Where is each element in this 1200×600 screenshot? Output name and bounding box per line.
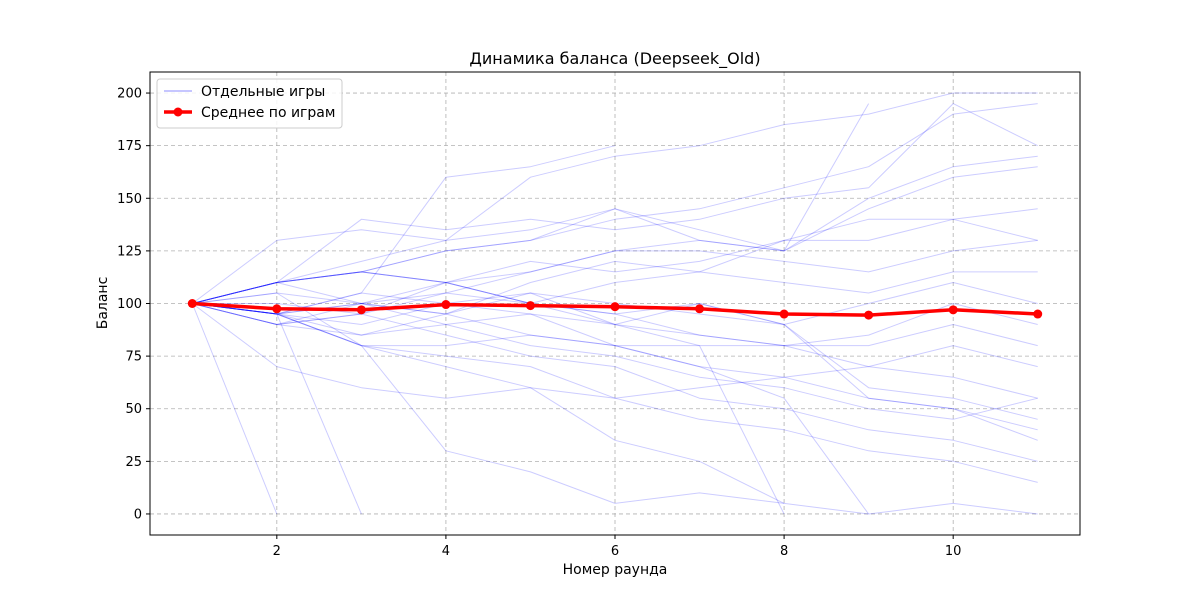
individual-game-line: [192, 292, 1038, 347]
mean-point: [948, 305, 958, 315]
y-tick-label: 75: [125, 350, 142, 365]
individual-game-line: [192, 303, 1038, 420]
individual-game-line: [191, 303, 278, 515]
individual-game-line: [192, 145, 616, 315]
legend-individual-label: Отдельные игры: [201, 84, 325, 100]
x-axis-label: Номер раунда: [563, 562, 668, 578]
mean-point: [356, 305, 366, 315]
individual-game-line: [192, 103, 1038, 304]
y-tick-label: 50: [125, 402, 142, 417]
legend: Отдельные игры Среднее по играм: [156, 78, 343, 129]
legend-mean-marker: [173, 107, 183, 117]
mean-point: [610, 302, 620, 312]
y-tick-label: 100: [117, 297, 142, 312]
y-tick-label: 150: [117, 192, 142, 207]
individual-game-line: [192, 103, 1038, 304]
individual-game-line: [192, 303, 1038, 462]
x-axis-ticks: 2 4 6 8 10: [273, 535, 962, 559]
individual-game-line: [192, 271, 1038, 399]
mean-point: [779, 309, 789, 319]
x-tick-label: 2: [273, 544, 281, 559]
individual-game-line: [192, 303, 1038, 483]
individual-game-line: [192, 292, 785, 504]
mean-point: [1033, 309, 1043, 319]
series-layer: [187, 92, 1043, 515]
individual-game-line: [192, 103, 870, 304]
mean-point: [272, 304, 282, 314]
individual-game-line: [192, 260, 1038, 315]
y-tick-label: 200: [117, 87, 142, 102]
individual-game-line: [192, 208, 1038, 325]
individual-game-line: [192, 292, 870, 515]
y-axis-label: Баланс: [95, 277, 111, 330]
x-tick-label: 10: [945, 544, 962, 559]
individual-game-line: [192, 218, 1038, 304]
y-tick-label: 125: [117, 244, 142, 259]
individual-game-line: [192, 303, 1038, 347]
chart-title: Динамика баланса (Deepseek_Old): [469, 49, 760, 69]
y-axis-ticks: 0 25 50 75 100 125 150 175 200: [117, 87, 150, 522]
y-tick-label: 0: [134, 507, 142, 522]
mean-point: [695, 304, 705, 314]
individual-game-line: [192, 92, 1038, 304]
y-tick-label: 175: [117, 139, 142, 154]
legend-mean-label: Среднее по играм: [201, 105, 335, 121]
individual-game-line: [192, 239, 1038, 315]
legend-box: [156, 78, 343, 129]
individual-game-line: [192, 155, 1038, 304]
mean-point: [864, 310, 874, 320]
x-tick-label: 6: [611, 544, 619, 559]
x-tick-label: 8: [780, 544, 788, 559]
individual-game-line: [192, 271, 1038, 420]
y-tick-label: 25: [125, 455, 142, 470]
x-tick-label: 4: [442, 544, 450, 559]
mean-point: [187, 299, 197, 308]
individual-game-line: [192, 303, 1038, 515]
individual-game-line: [192, 303, 1038, 399]
individual-game-line: [192, 166, 1038, 315]
mean-point: [441, 300, 451, 310]
mean-point: [525, 301, 535, 311]
